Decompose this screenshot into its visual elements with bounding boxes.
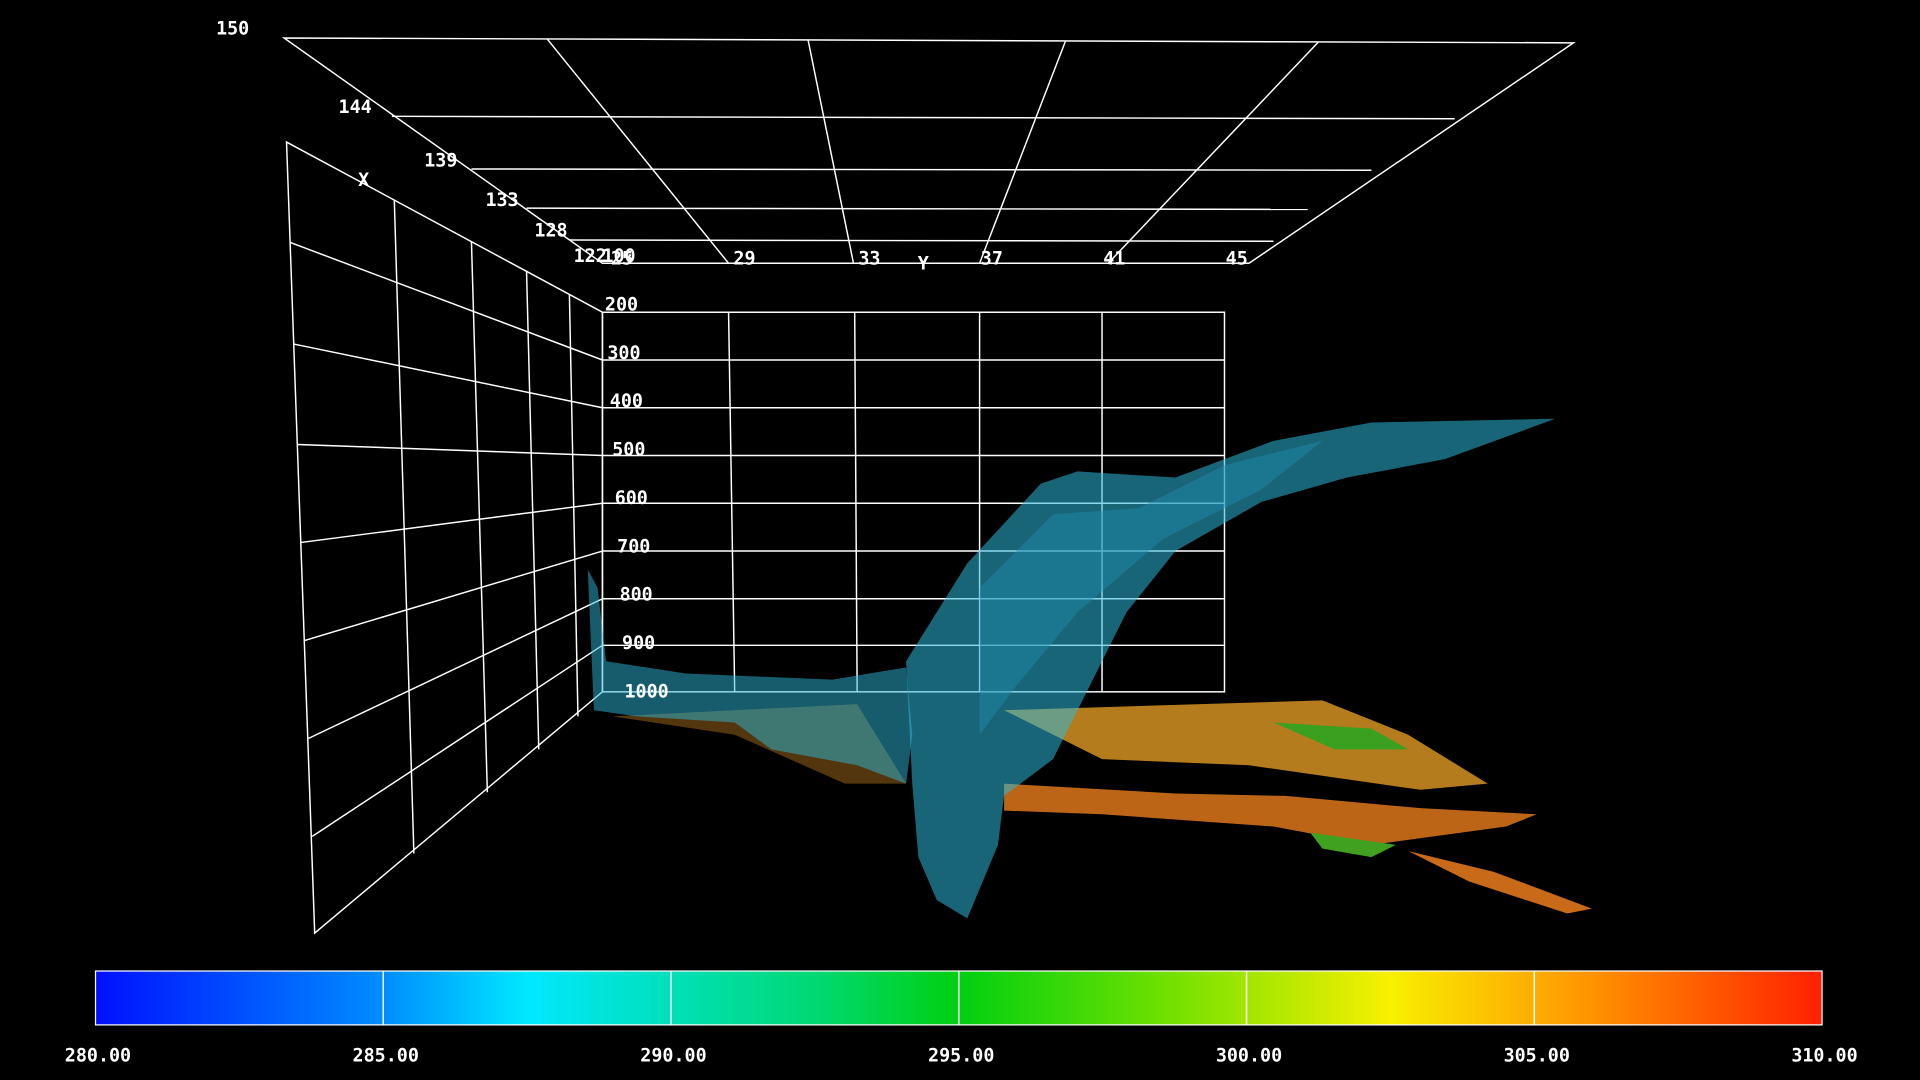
side-wall-grid (285, 140, 604, 935)
z-tick-label: 400 (610, 391, 643, 412)
x-tick-label: 122 (574, 246, 607, 267)
z-tick-label: 1000 (624, 681, 668, 702)
x-axis-title: X (358, 170, 369, 191)
z-tick-label: 900 (622, 633, 655, 654)
x-tick-label: 128 (534, 220, 567, 241)
y-tick-label: 33 (858, 249, 880, 270)
z-tick-label: 600 (615, 488, 648, 509)
colorbar-tick-label: 285.00 (353, 1046, 419, 1067)
colorbar (94, 970, 1823, 1026)
z-tick-label: 200 (605, 295, 638, 316)
x-tick-label: 144 (339, 97, 372, 118)
y-tick-label: 29 (733, 249, 755, 270)
colorbar-tick-label: 310.00 (1791, 1046, 1857, 1067)
terrain (612, 700, 1592, 914)
z-tick-label: 700 (617, 536, 650, 557)
z-tick-label: 100 (602, 246, 635, 267)
x-tick-label: 133 (485, 190, 518, 211)
y-tick-label: 45 (1226, 249, 1248, 270)
colorbar-tick-label: 280.00 (65, 1046, 131, 1067)
z-tick-label: 800 (620, 585, 653, 606)
x-tick-label: 139 (424, 151, 457, 172)
colorbar-tick-label: 300.00 (1216, 1046, 1282, 1067)
colorbar-tick-label: 295.00 (928, 1046, 994, 1067)
colorbar-tick-label: 290.00 (640, 1046, 706, 1067)
z-tick-label: 300 (607, 343, 640, 364)
y-axis-title: Y (918, 253, 929, 274)
ceiling-grid (281, 37, 1576, 264)
colorbar-tick-label: 305.00 (1504, 1046, 1570, 1067)
z-tick-label: 500 (612, 440, 645, 461)
y-tick-label: 37 (981, 249, 1003, 270)
isosurface (587, 418, 1556, 919)
y-tick-label: 25 (611, 249, 633, 270)
y-tick-label: 41 (1103, 249, 1125, 270)
x-tick-label: 150 (216, 18, 249, 39)
